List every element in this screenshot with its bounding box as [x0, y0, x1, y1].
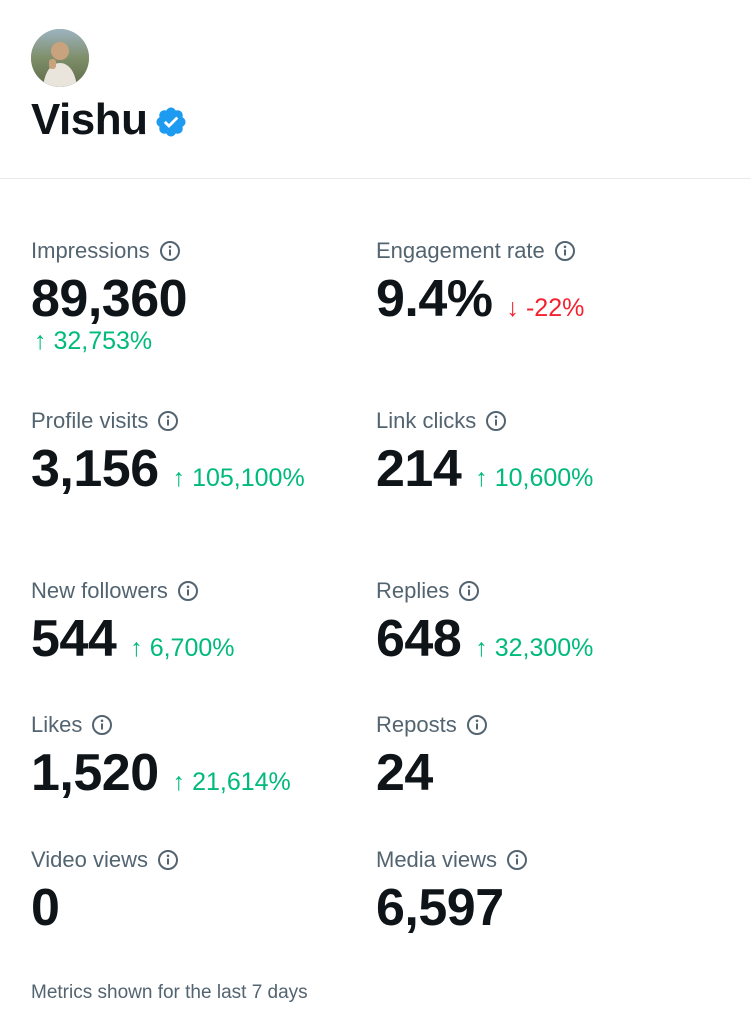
metric-value: 544	[31, 610, 117, 668]
metric-value: 214	[376, 440, 462, 498]
metric-value: 1,520	[31, 744, 159, 802]
info-icon[interactable]	[177, 580, 199, 602]
metric-label: Media views	[376, 847, 498, 872]
metric-profile-visits[interactable]: Profile visits 3,156 ↑ 105,100%	[31, 406, 361, 500]
metric-label: New followers	[31, 578, 168, 603]
metric-link-clicks[interactable]: Link clicks 214 ↑ 10,600%	[376, 406, 706, 500]
metric-value: 6,597	[376, 879, 504, 937]
profile-name[interactable]: Vishu	[31, 95, 148, 144]
name-row: Vishu	[31, 92, 188, 148]
metric-label: Reposts	[376, 712, 457, 737]
avatar[interactable]	[31, 29, 89, 87]
info-icon[interactable]	[466, 714, 488, 736]
metric-label: Link clicks	[376, 408, 477, 433]
info-icon[interactable]	[157, 410, 179, 432]
metric-engagement-rate[interactable]: Engagement rate 9.4% ↓ -22%	[376, 236, 706, 330]
metric-label: Impressions	[31, 238, 150, 263]
metric-value: 89,360	[31, 270, 188, 328]
metric-new-followers[interactable]: New followers 544 ↑ 6,700%	[31, 576, 361, 670]
metric-label: Profile visits	[31, 408, 149, 433]
metric-change: ↑ 6,700%	[130, 634, 235, 662]
metric-change: ↑ 21,614%	[172, 768, 291, 796]
info-icon[interactable]	[458, 580, 480, 602]
profile-header: Vishu	[0, 0, 751, 178]
info-icon[interactable]	[157, 849, 179, 871]
metric-value: 0	[31, 879, 60, 937]
metric-label: Likes	[31, 712, 83, 737]
metric-video-views[interactable]: Video views 0	[31, 845, 361, 939]
info-icon[interactable]	[485, 410, 507, 432]
metric-change: ↑ 32,753%	[34, 327, 153, 355]
metric-likes[interactable]: Likes 1,520 ↑ 21,614%	[31, 710, 361, 804]
metric-label: Replies	[376, 578, 450, 603]
verified-badge-icon	[154, 105, 188, 139]
metric-label: Video views	[31, 847, 148, 872]
metric-value: 648	[376, 610, 462, 668]
metric-label: Engagement rate	[376, 238, 545, 263]
info-icon[interactable]	[159, 240, 181, 262]
info-icon[interactable]	[91, 714, 113, 736]
metric-change: ↓ -22%	[506, 294, 585, 322]
header-divider	[0, 178, 751, 179]
info-icon[interactable]	[506, 849, 528, 871]
metric-impressions[interactable]: Impressions 89,360 ↑ 32,753%	[31, 236, 361, 356]
metrics-period-note: Metrics shown for the last 7 days	[31, 982, 308, 1003]
metric-replies[interactable]: Replies 648 ↑ 32,300%	[376, 576, 706, 670]
metric-change: ↑ 32,300%	[475, 634, 594, 662]
metric-value: 3,156	[31, 440, 159, 498]
metric-change: ↑ 105,100%	[172, 464, 305, 492]
metric-media-views[interactable]: Media views 6,597	[376, 845, 706, 939]
metric-value: 9.4%	[376, 270, 493, 328]
metric-change: ↑ 10,600%	[475, 464, 594, 492]
info-icon[interactable]	[554, 240, 576, 262]
metric-value: 24	[376, 744, 433, 802]
metric-reposts[interactable]: Reposts 24	[376, 710, 706, 804]
